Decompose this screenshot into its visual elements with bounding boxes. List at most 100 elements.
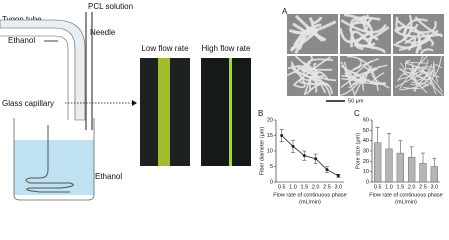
needle-shape: [85, 12, 93, 130]
sem-grid: [286, 13, 444, 97]
stream-low: [158, 58, 170, 166]
x-axis-label: Flow rate of continuous phase: [273, 192, 346, 198]
arrow-head: [132, 100, 137, 106]
bar: [385, 148, 393, 183]
fiber: [345, 72, 365, 91]
fiber: [298, 78, 328, 86]
beaker: [13, 118, 95, 201]
panel-label: B: [258, 109, 263, 118]
fiber: [411, 81, 430, 87]
fiber: [371, 71, 387, 86]
x-tick-label: 0.5: [278, 184, 286, 190]
x-tick-label: 2.0: [408, 184, 416, 190]
fiber: [410, 55, 424, 79]
fiber: [350, 16, 381, 27]
liquid: [14, 140, 94, 195]
x-tick-label: 2.5: [323, 184, 331, 190]
error-bar: [398, 140, 403, 154]
fiber: [399, 55, 428, 89]
x-tick-label: 0.5: [374, 184, 382, 190]
label-needle: Needle: [90, 28, 116, 37]
x-axis-label: Flow rate of continuous phase: [369, 192, 442, 198]
fiber: [404, 36, 417, 51]
fiber: [359, 16, 373, 26]
fiber: [371, 64, 390, 89]
fiber: [418, 30, 435, 47]
error-bar: [375, 126, 380, 143]
fiber: [419, 48, 434, 55]
fiber: [399, 61, 435, 91]
y-tick-label: 40: [363, 138, 369, 144]
x-tick-label: 1.0: [289, 184, 297, 190]
y-tick-label: 50: [363, 128, 369, 134]
label-pcl: PCL solution: [88, 2, 133, 11]
fiber: [405, 59, 429, 64]
fiber: [346, 55, 379, 91]
line: [281, 135, 339, 177]
bar: [419, 163, 427, 183]
fiber-coil: [25, 125, 74, 193]
bar: [408, 156, 416, 183]
x-tick-label: 3.0: [335, 184, 343, 190]
tube-inner: [0, 35, 69, 120]
label-high: High flow rate: [202, 44, 251, 53]
marker: [314, 157, 318, 161]
fiber: [289, 16, 315, 35]
figure: PCL solution Tygon tube Needle Ethanol G…: [0, 2, 444, 205]
y-tick-label: 30: [363, 148, 369, 154]
axis: [371, 120, 440, 183]
x-tick-label: 2.0: [312, 184, 320, 190]
fiber: [340, 65, 373, 96]
fiber: [291, 67, 321, 86]
error-bar: [387, 133, 391, 149]
fiber: [287, 65, 318, 93]
fiber: [395, 14, 413, 45]
error-bar: [409, 146, 414, 158]
label-capillary: Glass capillary: [2, 99, 54, 108]
label-ethanol-bath: Ethanol: [95, 172, 122, 181]
fiber: [341, 75, 361, 82]
x-tick-label: 1.5: [397, 184, 405, 190]
fiber: [340, 61, 356, 97]
fiber: [410, 20, 437, 34]
y-tick-label: 60: [363, 117, 369, 123]
x-tick-label: 3.0: [431, 184, 439, 190]
fiber: [405, 60, 433, 71]
marker: [325, 168, 329, 172]
x-axis-label: (mL/min): [299, 199, 321, 205]
panel-label: A: [282, 7, 288, 16]
y-tick-label: 0: [270, 179, 273, 185]
scale-label: 50 μm: [348, 98, 364, 104]
fiber: [393, 28, 443, 38]
image-high: [201, 58, 251, 166]
x-axis-label: (mL/min): [395, 199, 417, 205]
tygon-tube: [0, 19, 86, 121]
y-tick-label: 0: [366, 179, 369, 185]
y-tick-label: 20: [267, 117, 273, 123]
y-tick-label: 5: [270, 164, 273, 170]
y-axis-label: Fiber diameter (μm): [259, 127, 265, 176]
axis: [275, 120, 344, 183]
marker: [302, 154, 306, 158]
fiber: [398, 67, 417, 93]
error-bar: [432, 157, 437, 167]
bar: [374, 142, 382, 183]
y-tick-label: 10: [267, 148, 273, 154]
x-tick-label: 1.0: [385, 184, 393, 190]
fiber: [413, 66, 434, 94]
marker: [291, 144, 295, 148]
bar: [430, 166, 438, 183]
fiber: [289, 35, 306, 52]
bar: [396, 152, 404, 183]
fiber: [354, 31, 371, 51]
label-tygon: Tygon tube: [2, 15, 42, 24]
x-tick-label: 2.5: [419, 184, 427, 190]
stream-high: [229, 58, 232, 166]
y-axis-label: Pore size (μm): [355, 133, 361, 169]
label-ethanol-in: Ethanol: [8, 36, 35, 45]
panel-label: C: [354, 109, 360, 118]
x-tick-label: 1.5: [301, 184, 309, 190]
y-tick-label: 20: [363, 159, 369, 165]
marker: [336, 174, 340, 178]
fiber: [340, 19, 387, 34]
